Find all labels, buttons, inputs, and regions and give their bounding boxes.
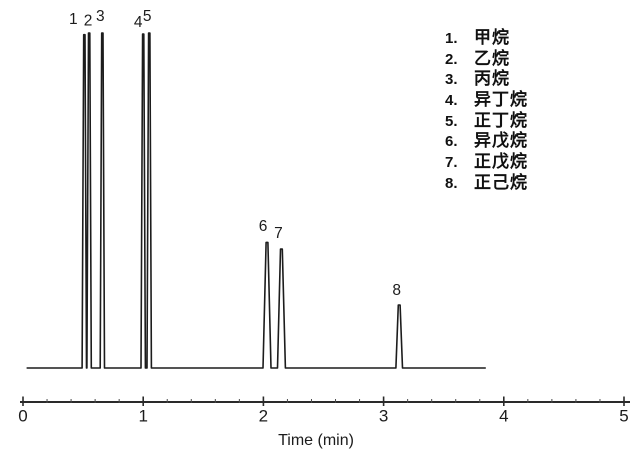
legend-item-name: 正丁烷 bbox=[474, 110, 528, 130]
peak-legend: 1. 甲烷 2. 乙烷 3. 丙烷 4. 异丁烷 5. 正丁烷 6. 异戊烷 7. 正戊烷 8. 正己烷 bbox=[445, 28, 528, 194]
peak-label-1: 1 bbox=[69, 11, 78, 28]
legend-item-number: 5. bbox=[445, 112, 458, 130]
legend-item-7: 7. 正戊烷 bbox=[445, 152, 528, 173]
legend-item-name: 异戊烷 bbox=[474, 131, 528, 151]
x-axis-major-ticks bbox=[22, 396, 625, 406]
x-tick-label-1: 1 bbox=[138, 407, 147, 426]
x-tick-label-4: 4 bbox=[499, 407, 508, 426]
x-tick-label-3: 3 bbox=[379, 407, 388, 426]
peak-label-5: 5 bbox=[143, 8, 152, 25]
peak-label-7: 7 bbox=[274, 225, 283, 242]
legend-item-8: 8. 正己烷 bbox=[445, 173, 528, 194]
x-axis-title: Time (min) bbox=[278, 432, 354, 449]
peak-label-6: 6 bbox=[259, 218, 268, 235]
peak-label-4: 4 bbox=[134, 14, 143, 31]
legend-item-2: 2. 乙烷 bbox=[445, 49, 528, 70]
legend-item-5: 5. 正丁烷 bbox=[445, 111, 528, 132]
legend-item-3: 3. 丙烷 bbox=[445, 69, 528, 90]
legend-item-6: 6. 异戊烷 bbox=[445, 131, 528, 152]
peak-labels: 1 2 3 4 5 6 7 8 bbox=[69, 8, 401, 299]
legend-item-number: 1. bbox=[445, 30, 458, 47]
legend-item-name: 正戊烷 bbox=[474, 152, 528, 172]
trace-line bbox=[26, 32, 486, 369]
x-tick-label-2: 2 bbox=[259, 407, 268, 426]
legend-item-1: 1. 甲烷 bbox=[445, 28, 528, 49]
legend-item-number: 7. bbox=[445, 154, 458, 172]
legend-item-name: 正己烷 bbox=[474, 172, 528, 192]
x-tick-label-0: 0 bbox=[18, 407, 27, 426]
legend-item-name: 甲烷 bbox=[474, 28, 510, 47]
peak-label-8: 8 bbox=[392, 282, 401, 299]
x-axis-minor-ticks bbox=[46, 399, 601, 403]
x-axis-tick-labels: 0 1 2 3 4 5 bbox=[18, 407, 628, 426]
x-tick-label-5: 5 bbox=[619, 407, 628, 426]
peak-label-2: 2 bbox=[84, 13, 93, 30]
legend-item-name: 丙烷 bbox=[474, 69, 510, 89]
peak-label-3: 3 bbox=[96, 8, 105, 25]
legend-item-name: 异丁烷 bbox=[474, 90, 528, 110]
legend-item-number: 3. bbox=[445, 71, 458, 89]
legend-item-number: 6. bbox=[445, 133, 458, 151]
legend-item-number: 8. bbox=[445, 174, 458, 192]
legend-item-number: 2. bbox=[445, 50, 458, 68]
legend-item-4: 4. 异丁烷 bbox=[445, 90, 528, 111]
legend-item-name: 乙烷 bbox=[474, 48, 510, 68]
legend-item-number: 4. bbox=[445, 92, 458, 110]
